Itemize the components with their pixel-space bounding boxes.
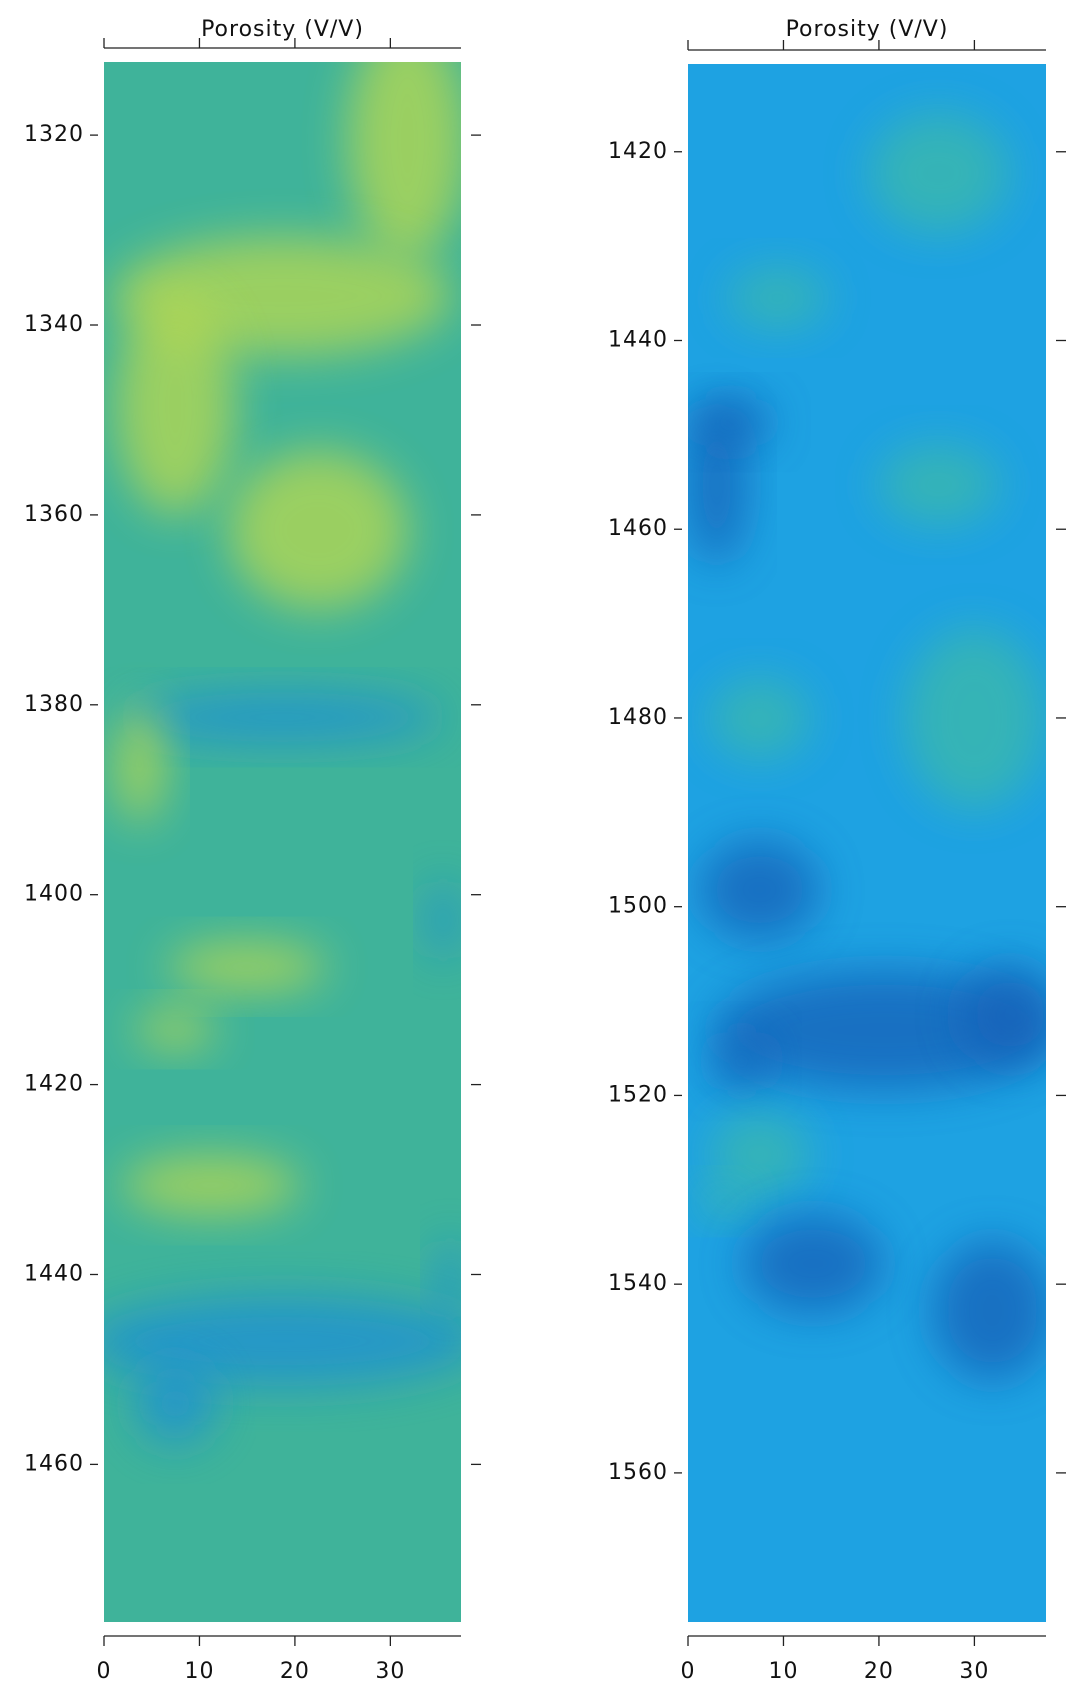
heatmap-patch <box>960 964 1046 1065</box>
heatmap-patch <box>347 62 461 260</box>
heatmap-patch <box>428 880 459 960</box>
y-tick-label: 1420 <box>608 139 668 164</box>
y-tick-label: 1440 <box>608 327 668 352</box>
heatmap-patch <box>104 1296 461 1387</box>
axis-title: Porosity (V/V) <box>201 17 364 42</box>
heatmap-patch <box>904 628 1045 809</box>
heatmap-patch <box>228 450 409 610</box>
x-tick-label: 20 <box>864 1659 894 1684</box>
heatmap-patch <box>121 1155 302 1216</box>
y-tick-label: 1360 <box>24 502 84 527</box>
y-tick-label: 1560 <box>608 1460 668 1485</box>
heatmap-patch <box>114 704 165 824</box>
y-tick-label: 1460 <box>24 1451 84 1476</box>
heatmap-patch <box>699 839 820 940</box>
heatmap-patch <box>166 941 327 992</box>
x-tick-label: 10 <box>184 1659 214 1684</box>
heatmap-patch <box>135 1363 216 1444</box>
heatmap <box>104 62 461 1622</box>
x-tick-label: 0 <box>97 1659 112 1684</box>
x-tick-label: 30 <box>959 1659 989 1684</box>
y-tick-label: 1480 <box>608 705 668 730</box>
y-tick-label: 1440 <box>24 1261 84 1286</box>
y-tick-label: 1540 <box>608 1271 668 1296</box>
heatmap-patch <box>435 1238 461 1319</box>
y-tick-label: 1320 <box>24 122 84 147</box>
heatmap-patch <box>690 397 771 448</box>
heatmap-patch <box>878 444 999 525</box>
heatmap-patch <box>727 267 828 328</box>
heatmap-patch <box>135 1009 216 1050</box>
heatmap-patch <box>709 678 810 759</box>
x-tick-label: 0 <box>681 1659 696 1684</box>
y-tick-label: 1380 <box>24 692 84 717</box>
y-tick-label: 1340 <box>24 312 84 337</box>
heatmap-patch <box>122 692 443 743</box>
y-tick-label: 1460 <box>608 516 668 541</box>
heatmap-patch <box>709 1114 810 1195</box>
x-tick-label: 30 <box>375 1659 405 1684</box>
y-tick-label: 1420 <box>24 1072 84 1097</box>
heatmap-patch <box>932 1240 1046 1381</box>
x-tick-label: 20 <box>280 1659 310 1684</box>
y-tick-label: 1500 <box>608 894 668 919</box>
heatmap-patch <box>743 1213 884 1314</box>
y-tick-label: 1520 <box>608 1082 668 1107</box>
y-tick-label: 1400 <box>24 882 84 907</box>
heatmap-patch <box>868 113 1009 234</box>
heatmap-patch <box>115 295 236 516</box>
heatmap-patch <box>693 1183 754 1220</box>
axis-title: Porosity (V/V) <box>786 17 949 42</box>
heatmap-patch <box>711 1031 772 1092</box>
heatmap <box>688 64 1046 1622</box>
x-tick-label: 10 <box>768 1659 798 1684</box>
